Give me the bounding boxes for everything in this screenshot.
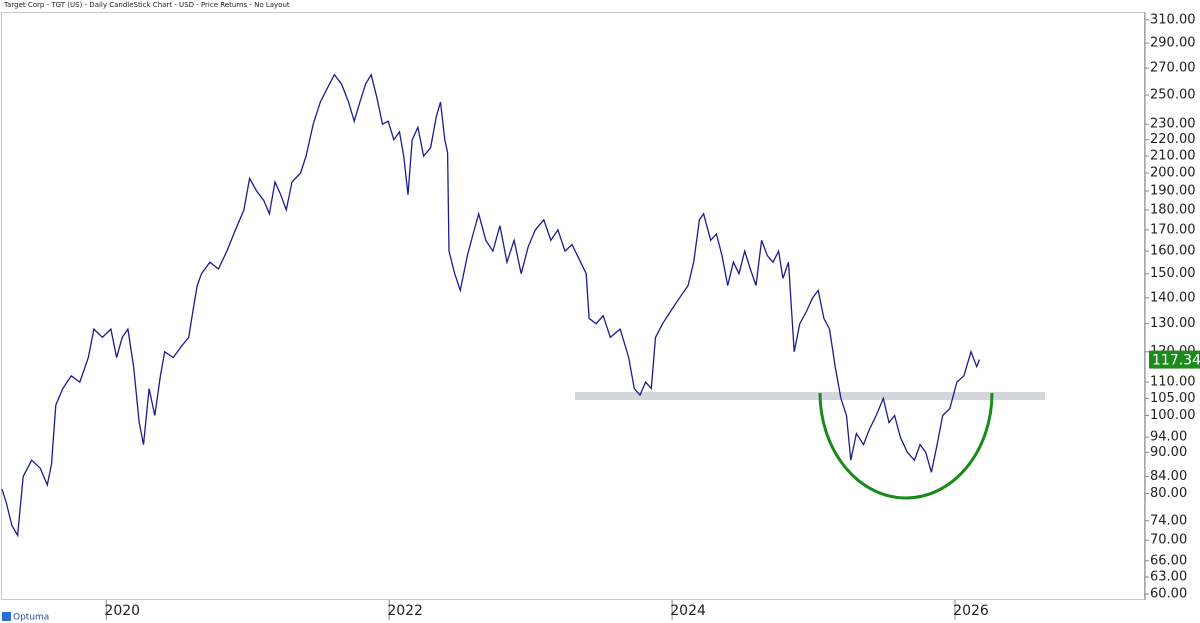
- y-tick-label: 170.00: [1150, 222, 1196, 237]
- support-band: [575, 392, 1045, 400]
- y-tick-label: 140.00: [1150, 290, 1196, 305]
- y-tick-label: 150.00: [1150, 266, 1196, 281]
- y-tick-label: 220.00: [1150, 132, 1196, 147]
- y-tick-label: 160.00: [1150, 244, 1196, 259]
- y-tick-label: 105.00: [1150, 391, 1196, 406]
- x-tick-label: 2026: [953, 603, 989, 619]
- y-tick-label: 180.00: [1150, 202, 1196, 217]
- y-tick-label: 74.00: [1150, 513, 1187, 528]
- y-tick-label: 94.00: [1150, 430, 1187, 445]
- y-tick-label: 80.00: [1150, 486, 1187, 501]
- y-tick-label: 70.00: [1150, 533, 1187, 548]
- last-price-box: [1149, 350, 1200, 369]
- logo: Optuma: [2, 612, 49, 623]
- price-line: [1, 73, 981, 538]
- y-tick-label: 66.00: [1150, 553, 1187, 568]
- y-tick-label: 84.00: [1150, 469, 1187, 484]
- logo-icon: [2, 612, 11, 621]
- chart-title: Target Corp - TGT (US) - Daily CandleSti…: [3, 1, 290, 9]
- rounding-bottom-arc: [818, 392, 994, 500]
- y-tick-label: 190.00: [1150, 184, 1196, 199]
- x-tick-label: 2024: [670, 603, 706, 619]
- y-tick-label: 230.00: [1150, 117, 1196, 132]
- y-tick-label: 130.00: [1150, 316, 1196, 331]
- y-tick-label: 270.00: [1150, 61, 1196, 76]
- y-tick-label: 250.00: [1150, 88, 1196, 103]
- y-tick-label: 60.00: [1150, 587, 1187, 602]
- y-tick-label: 310.00: [1150, 12, 1196, 27]
- y-tick-label: 210.00: [1150, 149, 1196, 164]
- y-tick-label: 110.00: [1150, 375, 1196, 390]
- y-tick-label: 90.00: [1150, 445, 1187, 460]
- x-tick-label: 2020: [104, 603, 140, 619]
- y-tick-label: 290.00: [1150, 36, 1196, 51]
- y-tick-label: 63.00: [1150, 570, 1187, 585]
- y-tick-label: 100.00: [1150, 408, 1196, 423]
- x-tick-label: 2022: [387, 603, 423, 619]
- y-tick-label: 200.00: [1150, 166, 1196, 181]
- last-price-label: 117.34: [1152, 353, 1200, 369]
- logo-text: Optuma: [13, 613, 49, 623]
